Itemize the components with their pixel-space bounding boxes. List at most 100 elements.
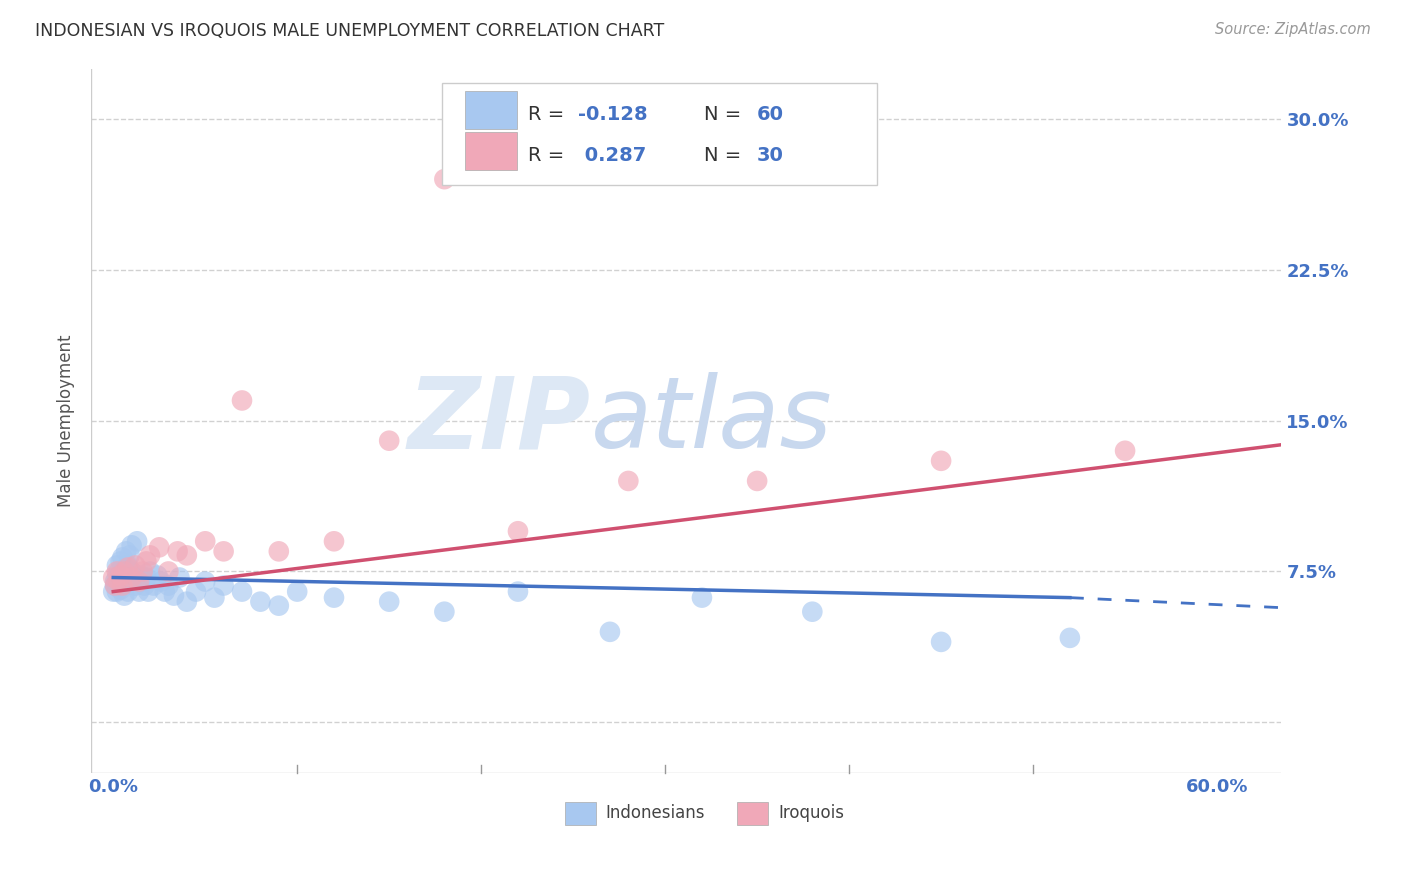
Point	[135, 570, 157, 584]
Point	[115, 573, 138, 587]
Point	[121, 570, 143, 584]
Point	[929, 635, 952, 649]
Point	[131, 565, 153, 579]
Point	[104, 578, 127, 592]
Text: ZIP: ZIP	[408, 372, 591, 469]
Point	[128, 574, 150, 589]
Point	[112, 589, 135, 603]
Point	[117, 560, 139, 574]
Point	[104, 574, 127, 589]
Point	[506, 524, 529, 539]
Point	[506, 584, 529, 599]
Point	[117, 558, 139, 573]
Point	[323, 591, 346, 605]
FancyBboxPatch shape	[443, 83, 877, 185]
Point	[157, 565, 180, 579]
Point	[231, 584, 253, 599]
Point	[111, 576, 134, 591]
Text: Iroquois: Iroquois	[778, 805, 844, 822]
Point	[136, 584, 159, 599]
Point	[267, 599, 290, 613]
Point	[433, 172, 456, 186]
Text: 60: 60	[756, 104, 783, 124]
Point	[127, 534, 149, 549]
Point	[124, 578, 146, 592]
Point	[267, 544, 290, 558]
Point	[146, 568, 169, 582]
FancyBboxPatch shape	[465, 91, 517, 129]
Point	[148, 541, 170, 555]
Point	[202, 591, 225, 605]
Text: N =: N =	[704, 104, 748, 124]
Point	[433, 605, 456, 619]
Point	[105, 584, 128, 599]
Point	[107, 574, 129, 589]
Point	[163, 589, 186, 603]
Point	[121, 538, 143, 552]
Point	[378, 594, 401, 608]
Point	[105, 570, 128, 584]
Point	[129, 568, 152, 582]
Point	[169, 570, 191, 584]
Text: Indonesians: Indonesians	[606, 805, 704, 822]
Point	[142, 578, 165, 592]
Point	[118, 549, 141, 563]
Text: -0.128: -0.128	[578, 104, 648, 124]
Point	[118, 574, 141, 589]
Point	[166, 544, 188, 558]
Point	[112, 562, 135, 576]
Point	[153, 584, 176, 599]
Point	[105, 558, 128, 573]
Point	[323, 534, 346, 549]
Point	[111, 550, 134, 565]
Point	[117, 584, 139, 599]
Point	[110, 568, 132, 582]
Point	[110, 582, 132, 597]
Point	[103, 570, 125, 584]
Point	[122, 570, 145, 584]
Point	[285, 584, 308, 599]
Point	[212, 544, 235, 558]
Point	[139, 549, 162, 563]
Text: R =: R =	[529, 146, 571, 165]
Point	[110, 554, 132, 568]
Point	[105, 565, 128, 579]
Point	[139, 565, 162, 579]
Point	[929, 454, 952, 468]
Point	[212, 578, 235, 592]
Point	[617, 474, 640, 488]
Point	[176, 594, 198, 608]
Point	[194, 574, 217, 589]
Point	[599, 624, 621, 639]
Point	[110, 568, 132, 582]
Point	[124, 558, 146, 573]
Point	[131, 574, 153, 589]
Point	[157, 578, 180, 592]
Point	[112, 565, 135, 579]
Point	[231, 393, 253, 408]
Point	[104, 578, 127, 592]
Point	[378, 434, 401, 448]
Text: 30: 30	[756, 146, 783, 165]
Point	[194, 534, 217, 549]
Point	[690, 591, 713, 605]
Point	[249, 594, 271, 608]
Y-axis label: Male Unemployment: Male Unemployment	[58, 334, 75, 507]
Point	[135, 554, 157, 568]
Point	[107, 565, 129, 579]
Text: INDONESIAN VS IROQUOIS MALE UNEMPLOYMENT CORRELATION CHART: INDONESIAN VS IROQUOIS MALE UNEMPLOYMENT…	[35, 22, 665, 40]
Point	[1114, 443, 1136, 458]
Point	[747, 474, 769, 488]
Point	[111, 578, 134, 592]
Point	[176, 549, 198, 563]
Point	[801, 605, 824, 619]
Point	[107, 578, 129, 592]
Point	[115, 544, 138, 558]
FancyBboxPatch shape	[565, 802, 596, 825]
Text: atlas: atlas	[591, 372, 832, 469]
Point	[184, 584, 207, 599]
Point	[150, 574, 173, 589]
Point	[103, 584, 125, 599]
Point	[128, 584, 150, 599]
FancyBboxPatch shape	[738, 802, 769, 825]
